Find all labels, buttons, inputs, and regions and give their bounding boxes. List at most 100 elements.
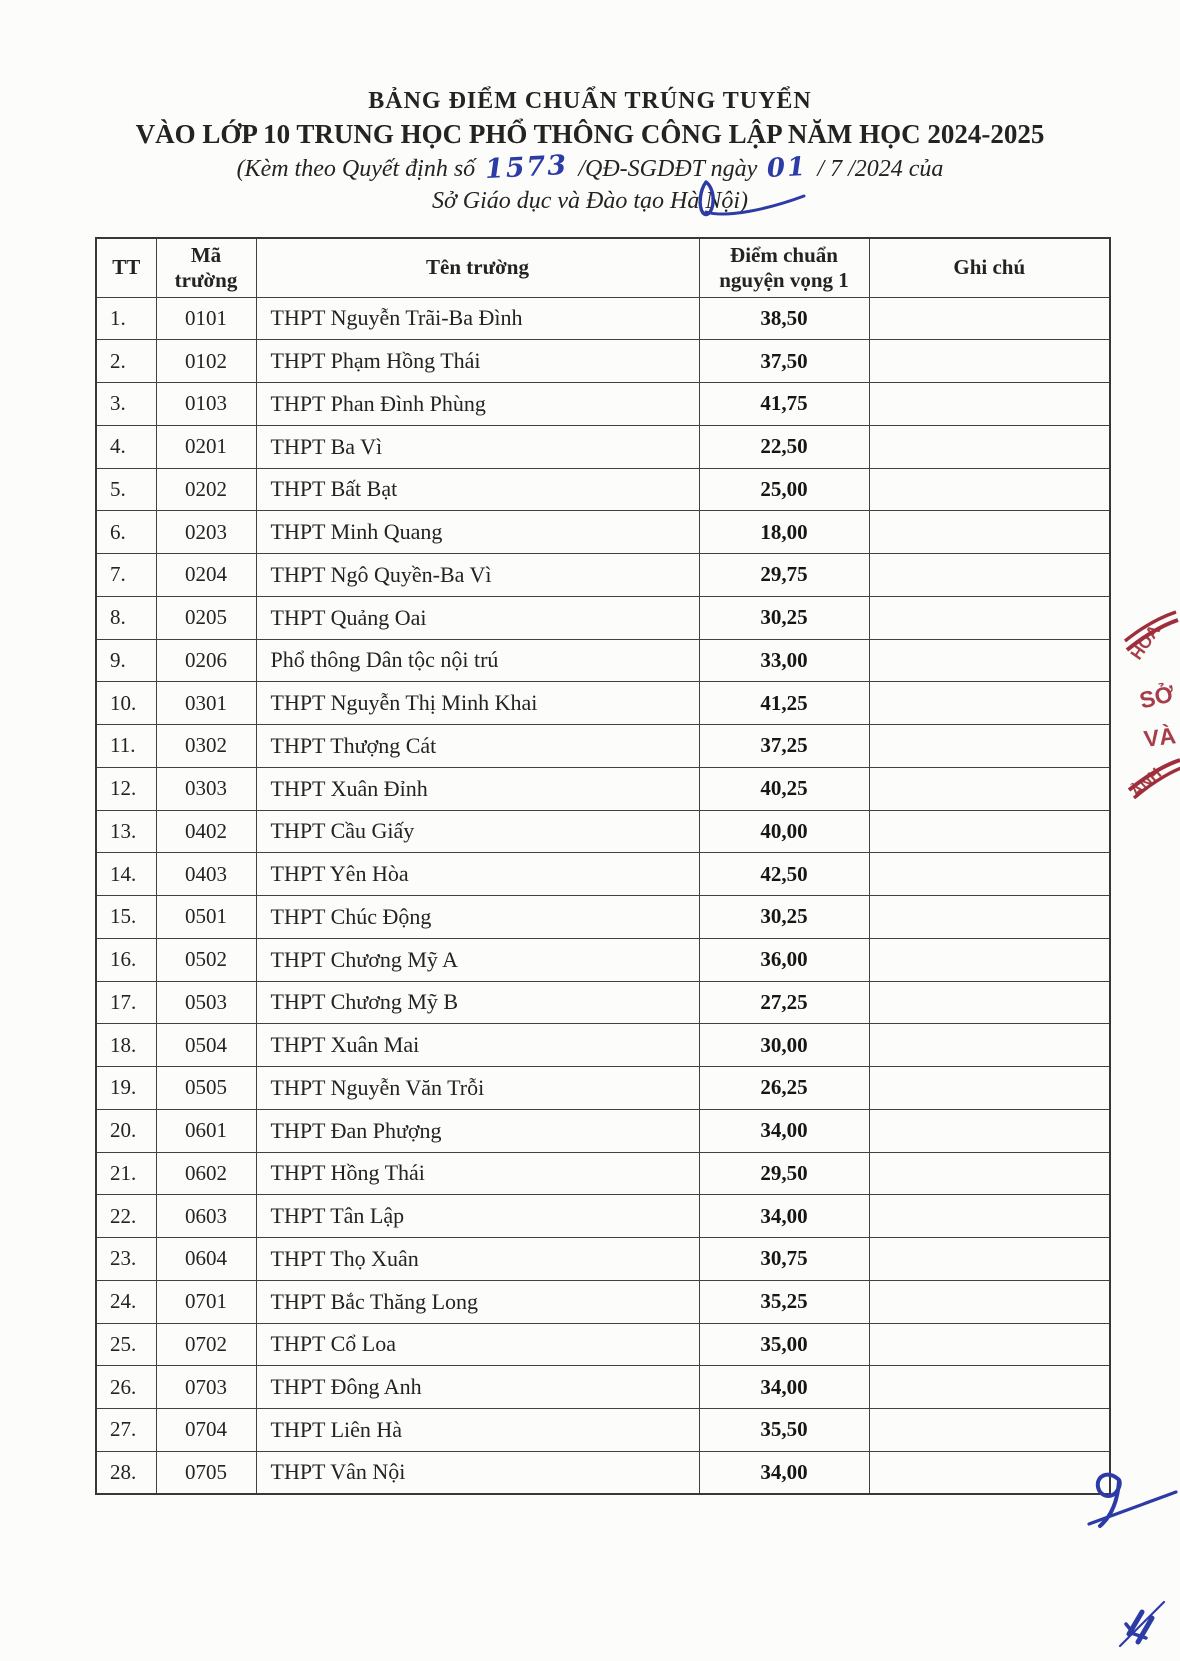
cell-score: 35,25 <box>698 1279 870 1324</box>
cell-name: THPT Nguyễn Thị Minh Khai <box>255 681 700 725</box>
header-ghi-chu: Ghi chú <box>868 237 1111 298</box>
cell-note <box>868 1450 1111 1495</box>
cell-name: THPT Phạm Hồng Thái <box>255 339 700 383</box>
cell-score: 37,25 <box>698 724 870 768</box>
cell-code: 0206 <box>155 638 257 683</box>
table-row: 28. 0705 THPT Vân Nội 34,00 <box>95 1450 1111 1495</box>
cell-tt: 6. <box>95 510 157 554</box>
cell-name: THPT Nguyễn Trãi-Ba Đình <box>255 296 700 341</box>
cell-code: 0201 <box>155 424 257 469</box>
cell-code: 0702 <box>155 1322 257 1367</box>
cell-note <box>868 1066 1111 1110</box>
header-diem-chuan-label: Điểm chuẩn nguyện vọng 1 <box>719 242 849 292</box>
score-table: TT Mã trường Tên trường Điểm chuẩn nguyệ… <box>95 237 1111 1495</box>
score-table-body: 1. 0101 THPT Nguyễn Trãi-Ba Đình 38,50 2. 010… <box>95 296 1111 1495</box>
cell-name: THPT Hồng Thái <box>255 1151 700 1196</box>
cell-tt: 15. <box>95 895 157 939</box>
cell-note <box>868 1151 1111 1196</box>
cell-tt: 27. <box>95 1408 157 1452</box>
cell-tt: 23. <box>95 1237 157 1281</box>
cell-note <box>868 895 1111 939</box>
header-ma-truong-label: Mã trường <box>174 242 238 292</box>
cell-name: THPT Quảng Oai <box>255 595 700 640</box>
cell-note <box>868 1023 1111 1067</box>
table-row: 13. 0402 THPT Cầu Giấy 40,00 <box>95 809 1111 854</box>
table-row: 22. 0603 THPT Tân Lập 34,00 <box>95 1194 1111 1238</box>
cell-name: Phổ thông Dân tộc nội trú <box>255 638 700 683</box>
cell-tt: 28. <box>95 1450 157 1495</box>
table-row: 1. 0101 THPT Nguyễn Trãi-Ba Đình 38,50 <box>95 296 1111 341</box>
cell-tt: 14. <box>95 852 157 896</box>
cell-name: THPT Chúc Động <box>255 895 700 939</box>
cell-note <box>868 339 1111 383</box>
table-row: 9. 0206 Phổ thông Dân tộc nội trú 33,00 <box>95 638 1111 683</box>
cell-code: 0501 <box>155 895 257 939</box>
table-row: 26. 0703 THPT Đông Anh 34,00 <box>95 1365 1111 1409</box>
stamp-text-va: VÀ <box>1142 722 1178 752</box>
cell-note <box>868 980 1111 1025</box>
cell-code: 0604 <box>155 1237 257 1281</box>
cell-name: THPT Nguyễn Văn Trỗi <box>255 1066 700 1110</box>
cell-code: 0403 <box>155 852 257 896</box>
cell-note <box>868 1108 1111 1153</box>
cell-score: 37,50 <box>698 339 870 383</box>
header-diem-chuan: Điểm chuẩn nguyện vọng 1 <box>698 237 870 298</box>
table-row: 17. 0503 THPT Chương Mỹ B 27,25 <box>95 980 1111 1025</box>
cell-name: THPT Phan Đình Phùng <box>255 382 700 426</box>
cell-score: 35,50 <box>698 1408 870 1452</box>
table-row: 2. 0102 THPT Phạm Hồng Thái 37,50 <box>95 339 1111 383</box>
cell-score: 30,00 <box>698 1023 870 1067</box>
cell-note <box>868 467 1111 512</box>
cell-note <box>868 595 1111 640</box>
score-table-header: TT Mã trường Tên trường Điểm chuẩn nguyệ… <box>95 237 1111 298</box>
cell-score: 30,75 <box>698 1237 870 1281</box>
table-row: 7. 0204 THPT Ngô Quyền-Ba Vì 29,75 <box>95 553 1111 597</box>
document-title-line1: BẢNG ĐIỂM CHUẨN TRÚNG TUYỂN <box>368 88 812 114</box>
cell-note <box>868 724 1111 768</box>
cell-code: 0603 <box>155 1194 257 1238</box>
cell-code: 0505 <box>155 1066 257 1110</box>
handwritten-decision-number: 1573 <box>484 149 570 186</box>
cell-score: 36,00 <box>698 937 870 982</box>
subtitle-prefix: (Kèm theo Quyết định số <box>236 156 476 182</box>
stamp-text-so: SỞ <box>1136 679 1177 714</box>
cell-name: THPT Đan Phượng <box>255 1108 700 1153</box>
cell-name: THPT Ba Vì <box>255 424 700 469</box>
cell-tt: 13. <box>95 809 157 854</box>
table-row: 19. 0505 THPT Nguyễn Văn Trỗi 26,25 <box>95 1066 1111 1110</box>
cell-note <box>868 937 1111 982</box>
cell-tt: 10. <box>95 681 157 725</box>
cell-note <box>868 296 1111 341</box>
cell-code: 0302 <box>155 724 257 768</box>
cell-name: THPT Ngô Quyền-Ba Vì <box>255 553 700 597</box>
cell-name: THPT Chương Mỹ A <box>255 937 700 982</box>
cell-code: 0503 <box>155 980 257 1025</box>
cell-score: 29,50 <box>698 1151 870 1196</box>
cell-name: THPT Xuân Mai <box>255 1023 700 1067</box>
title-block: BẢNG ĐIỂM CHUẨN TRÚNG TUYỂN VÀO LỚP 10 T… <box>0 86 1180 216</box>
header-row: TT Mã trường Tên trường Điểm chuẩn nguyệ… <box>95 237 1111 298</box>
cell-tt: 17. <box>95 980 157 1025</box>
cell-score: 38,50 <box>698 296 870 341</box>
table-row: 10. 0301 THPT Nguyễn Thị Minh Khai 41,25 <box>95 681 1111 725</box>
document-subtitle-line1: (Kèm theo Quyết định số 1573 /QĐ-SGDĐT n… <box>0 149 1180 186</box>
cell-score: 29,75 <box>698 553 870 597</box>
handwritten-paraph-title <box>698 180 806 217</box>
cell-tt: 7. <box>95 553 157 597</box>
cell-note <box>868 553 1111 597</box>
cell-score: 40,00 <box>698 809 870 854</box>
cell-name: THPT Bắc Thăng Long <box>255 1279 700 1324</box>
handwritten-corner-mark <box>1118 1600 1166 1648</box>
header-ma-truong: Mã trường <box>155 237 257 298</box>
cell-score: 40,25 <box>698 766 870 811</box>
cell-note <box>868 510 1111 554</box>
table-row: 14. 0403 THPT Yên Hòa 42,50 <box>95 852 1111 896</box>
cell-tt: 18. <box>95 1023 157 1067</box>
subtitle-suffix: / 7 /2024 của <box>817 156 944 182</box>
cell-name: THPT Cầu Giấy <box>255 809 700 854</box>
cell-code: 0502 <box>155 937 257 982</box>
cell-score: 41,25 <box>698 681 870 725</box>
cell-name: THPT Vân Nội <box>255 1450 700 1495</box>
cell-tt: 25. <box>95 1322 157 1367</box>
table-row: 5. 0202 THPT Bất Bạt 25,00 <box>95 467 1111 512</box>
